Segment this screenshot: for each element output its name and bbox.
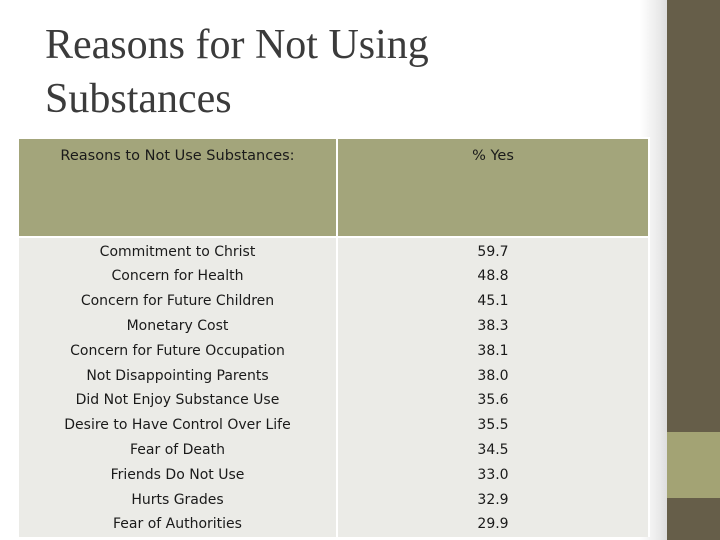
- reason-cell: Did Not Enjoy Substance Use: [17, 387, 338, 413]
- percent-cell: 33.0: [336, 462, 650, 488]
- table-row: Fear of Authorities 29.9: [17, 511, 650, 537]
- reason-cell: Not Disappointing Parents: [17, 363, 338, 388]
- percent-cell: 38.1: [336, 338, 650, 364]
- reason-cell: Commitment to Christ: [17, 236, 338, 264]
- percent-cell: 59.7: [336, 236, 650, 264]
- table-row: Concern for Future Children 45.1: [17, 288, 650, 314]
- table-row: Monetary Cost 38.3: [17, 313, 650, 339]
- reason-cell: Desire to Have Control Over Life: [17, 412, 338, 438]
- reason-cell: Fear of Death: [17, 437, 338, 463]
- reason-cell: Hurts Grades: [17, 487, 338, 512]
- reason-cell: Monetary Cost: [17, 313, 338, 339]
- slide-title: Reasons for Not Using Substances: [45, 18, 605, 126]
- reason-cell: Concern for Future Children: [17, 288, 338, 314]
- table-body: Commitment to Christ 59.7 Concern for He…: [17, 236, 650, 537]
- table-row: Hurts Grades 32.9: [17, 487, 650, 512]
- reason-cell: Fear of Authorities: [17, 511, 338, 537]
- table-row: Concern for Future Occupation 38.1: [17, 338, 650, 364]
- table-row: Desire to Have Control Over Life 35.5: [17, 412, 650, 438]
- table-row: Friends Do Not Use 33.0: [17, 462, 650, 488]
- header-percent-yes: % Yes: [336, 137, 650, 238]
- header-reasons: Reasons to Not Use Substances:: [17, 137, 338, 238]
- percent-cell: 38.0: [336, 363, 650, 388]
- table-row: Fear of Death 34.5: [17, 437, 650, 463]
- reason-cell: Concern for Health: [17, 264, 338, 289]
- percent-cell: 32.9: [336, 487, 650, 512]
- table-row: Concern for Health 48.8: [17, 264, 650, 289]
- table-row: Not Disappointing Parents 38.0: [17, 363, 650, 388]
- title-line-1: Reasons for Not Using: [45, 22, 429, 68]
- percent-cell: 45.1: [336, 288, 650, 314]
- percent-cell: 48.8: [336, 264, 650, 289]
- percent-cell: 38.3: [336, 313, 650, 339]
- right-sidebar-accent: [667, 432, 720, 498]
- percent-cell: 35.6: [336, 387, 650, 413]
- percent-cell: 34.5: [336, 437, 650, 463]
- percent-cell: 29.9: [336, 511, 650, 537]
- reason-cell: Concern for Future Occupation: [17, 338, 338, 364]
- percent-cell: 35.5: [336, 412, 650, 438]
- table-row: Commitment to Christ 59.7: [17, 236, 650, 264]
- table-header-row: Reasons to Not Use Substances: % Yes: [17, 137, 650, 238]
- table-row: Did Not Enjoy Substance Use 35.6: [17, 387, 650, 413]
- reasons-table: Reasons to Not Use Substances: % Yes Com…: [17, 137, 650, 537]
- title-line-2: Substances: [45, 76, 232, 122]
- reason-cell: Friends Do Not Use: [17, 462, 338, 488]
